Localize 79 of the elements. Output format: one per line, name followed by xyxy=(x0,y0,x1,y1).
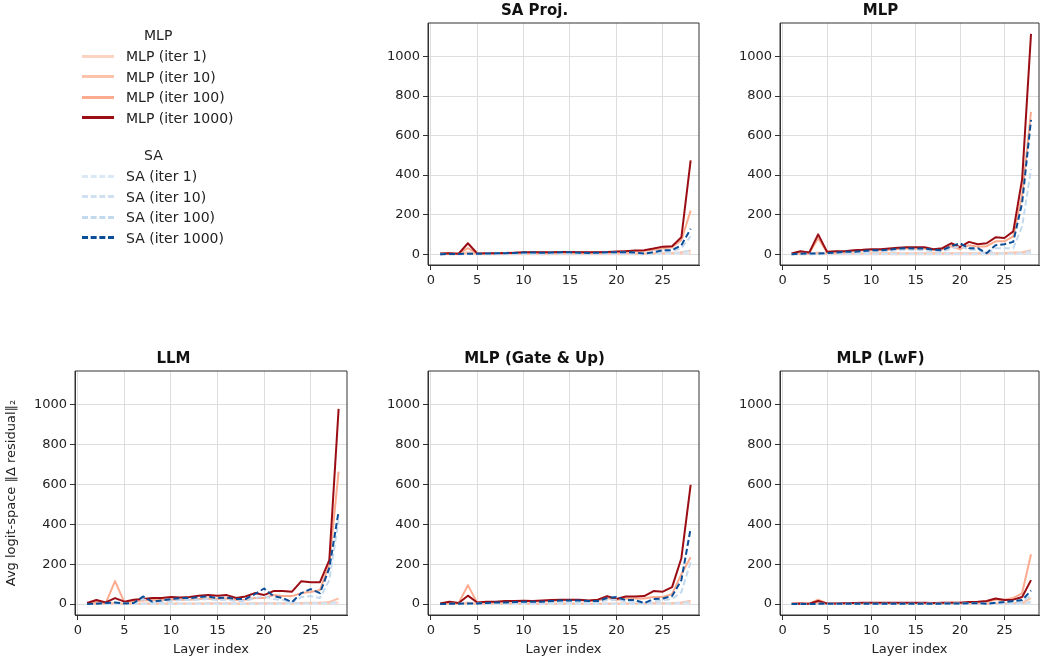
legend-label: MLP (iter 100) xyxy=(126,89,225,106)
x-tick-label: 0 xyxy=(778,272,787,288)
y-tick-label: 1000 xyxy=(738,47,772,63)
text: SA xyxy=(144,147,163,163)
y-tick-label: 600 xyxy=(747,475,772,491)
y-axis-title: Avg logit-space ‖Δ residual‖₂ xyxy=(3,399,19,587)
y-tick-label: 0 xyxy=(411,245,420,261)
legend-label: SA (iter 100) xyxy=(126,209,216,226)
legend-label: MLP (iter 10) xyxy=(126,68,216,85)
y-tick-label: 800 xyxy=(42,436,67,452)
x-tick-label: 25 xyxy=(654,272,672,288)
y-tick-label: 200 xyxy=(395,555,420,571)
y-tick-label: 0 xyxy=(763,595,772,611)
text: MLP xyxy=(144,27,173,43)
x-tick-label: 10 xyxy=(162,622,180,638)
x-tick-label: 0 xyxy=(426,272,435,288)
x-tick-label: 10 xyxy=(515,272,532,288)
x-tick-label: 5 xyxy=(473,272,482,288)
y-tick-label: 800 xyxy=(747,87,772,103)
chart-title: LLM xyxy=(156,348,191,367)
y-tick-label: 800 xyxy=(747,436,772,452)
y-tick-label: 800 xyxy=(395,436,420,452)
x-axis-title: Layer index xyxy=(871,640,948,656)
y-tick-label: 0 xyxy=(411,595,420,611)
x-tick-label: 20 xyxy=(951,272,969,288)
x-tick-label: 10 xyxy=(863,272,880,288)
x-axis-title: Layer index xyxy=(525,640,602,656)
y-tick-label: 1000 xyxy=(738,396,772,412)
legend-label: MLP (iter 1) xyxy=(126,48,207,65)
y-tick-label: 400 xyxy=(42,515,67,531)
y-tick-label: 400 xyxy=(395,515,420,531)
x-tick-label: 10 xyxy=(515,622,532,638)
chart-title: MLP (Gate & Up) xyxy=(464,348,605,367)
chart-title: MLP (LwF) xyxy=(836,348,925,367)
x-tick-label: 25 xyxy=(302,622,319,638)
x-tick-label: 20 xyxy=(951,622,969,638)
x-tick-label: 5 xyxy=(473,622,482,638)
y-tick-label: 1000 xyxy=(386,47,420,63)
x-tick-label: 5 xyxy=(822,622,832,638)
x-tick-label: 25 xyxy=(996,272,1013,288)
x-tick-label: 5 xyxy=(822,272,832,288)
x-tick-label: 5 xyxy=(120,622,129,638)
x-tick-label: 15 xyxy=(561,272,579,288)
y-tick-label: 600 xyxy=(747,126,772,142)
y-tick-label: 800 xyxy=(395,87,420,103)
y-tick-label: 200 xyxy=(747,555,772,571)
x-tick-label: 20 xyxy=(608,272,625,288)
y-tick-label: 1000 xyxy=(386,396,420,412)
x-tick-label: 15 xyxy=(907,622,924,638)
x-tick-label: 15 xyxy=(907,272,924,288)
legend-label: SA (iter 1) xyxy=(126,168,198,185)
x-tick-label: 20 xyxy=(255,622,273,638)
legend-label: SA (iter 10) xyxy=(126,188,207,205)
x-tick-label: 15 xyxy=(209,622,226,638)
x-tick-label: 25 xyxy=(996,622,1013,638)
y-tick-label: 600 xyxy=(42,475,67,491)
x-tick-label: 15 xyxy=(561,622,579,638)
y-tick-label: 1000 xyxy=(33,396,67,412)
x-axis-title: Layer index xyxy=(173,640,250,656)
y-tick-label: 200 xyxy=(395,206,420,221)
x-tick-label: 25 xyxy=(654,622,672,638)
y-tick-label: 200 xyxy=(747,206,772,221)
y-tick-label: 0 xyxy=(58,595,67,611)
x-tick-label: 0 xyxy=(778,622,787,638)
legend-label: SA (iter 1000) xyxy=(126,229,224,246)
y-tick-label: 600 xyxy=(395,475,420,491)
chart-title: MLP xyxy=(862,0,899,19)
y-tick-label: 400 xyxy=(395,166,420,182)
y-tick-label: 400 xyxy=(747,515,772,531)
y-tick-label: 600 xyxy=(395,126,420,142)
x-tick-label: 10 xyxy=(863,622,880,638)
y-tick-label: 0 xyxy=(763,245,772,261)
y-tick-label: 200 xyxy=(42,555,67,571)
x-tick-label: 0 xyxy=(73,622,82,638)
y-tick-label: 400 xyxy=(747,166,772,182)
chart-title: SA Proj. xyxy=(500,0,569,19)
x-tick-label: 20 xyxy=(608,622,625,638)
legend-label: MLP (iter 1000) xyxy=(126,109,234,126)
x-tick-label: 0 xyxy=(426,622,435,638)
